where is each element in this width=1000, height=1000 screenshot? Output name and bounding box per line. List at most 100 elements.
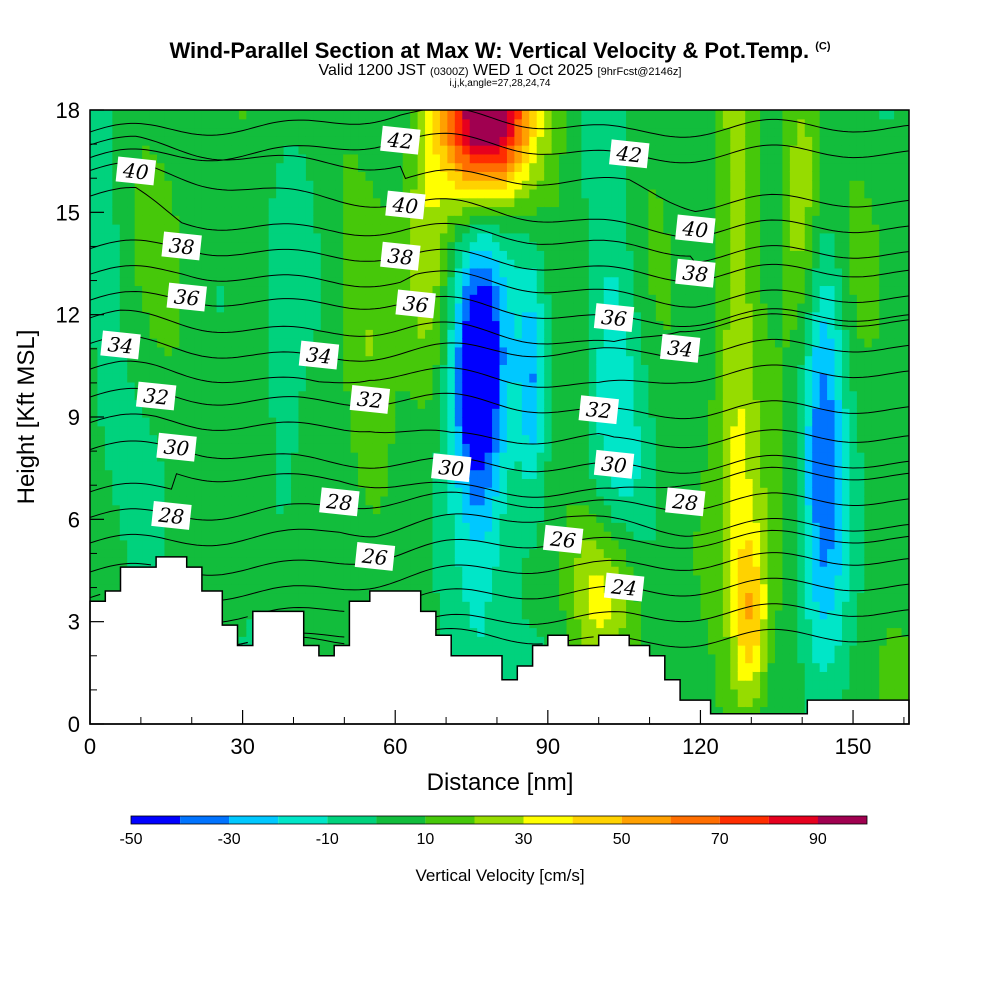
velocity-cell bbox=[97, 311, 106, 322]
velocity-cell bbox=[276, 504, 285, 515]
velocity-cell bbox=[164, 355, 173, 365]
velocity-cell bbox=[536, 425, 545, 436]
velocity-cell bbox=[380, 206, 389, 216]
velocity-cell bbox=[97, 495, 106, 506]
velocity-cell bbox=[536, 110, 545, 120]
velocity-cell bbox=[611, 294, 620, 304]
velocity-cell bbox=[544, 302, 553, 313]
velocity-cell bbox=[142, 241, 151, 251]
velocity-cell bbox=[551, 162, 560, 172]
velocity-cell bbox=[395, 110, 404, 120]
velocity-cell bbox=[484, 478, 493, 488]
velocity-cell bbox=[618, 601, 627, 611]
velocity-cell bbox=[529, 504, 538, 515]
velocity-cell bbox=[104, 136, 113, 146]
velocity-cell bbox=[402, 338, 411, 348]
velocity-cell bbox=[343, 180, 352, 190]
velocity-cell bbox=[506, 566, 515, 576]
velocity-cell bbox=[402, 180, 411, 190]
velocity-cell bbox=[611, 241, 620, 251]
velocity-cell bbox=[238, 188, 247, 199]
velocity-cell bbox=[484, 390, 493, 401]
velocity-cell bbox=[529, 241, 538, 251]
velocity-cell bbox=[283, 495, 292, 506]
velocity-cell bbox=[439, 162, 448, 172]
velocity-cell bbox=[201, 250, 210, 260]
velocity-cell bbox=[335, 197, 344, 208]
velocity-cell bbox=[454, 171, 463, 181]
velocity-cell bbox=[380, 539, 389, 550]
velocity-cell bbox=[104, 285, 113, 295]
velocity-cell bbox=[499, 110, 508, 120]
velocity-cell bbox=[566, 110, 575, 120]
velocity-cell bbox=[596, 171, 605, 181]
velocity-cell bbox=[112, 495, 121, 506]
velocity-cell bbox=[201, 522, 210, 532]
velocity-cell bbox=[611, 118, 620, 129]
velocity-cell bbox=[573, 320, 582, 330]
velocity-cell bbox=[238, 574, 247, 585]
velocity-cell bbox=[581, 232, 590, 243]
velocity-cell bbox=[372, 145, 381, 155]
velocity-cell bbox=[261, 197, 270, 208]
velocity-cell bbox=[328, 645, 337, 655]
velocity-cell bbox=[402, 364, 411, 374]
velocity-cell bbox=[521, 645, 530, 655]
velocity-cell bbox=[499, 417, 508, 427]
velocity-cell bbox=[514, 110, 523, 120]
velocity-cell bbox=[372, 162, 381, 172]
velocity-cell bbox=[350, 259, 359, 269]
velocity-cell bbox=[447, 329, 456, 339]
velocity-cell bbox=[544, 548, 553, 558]
velocity-cell bbox=[447, 531, 456, 541]
velocity-cell bbox=[179, 145, 188, 155]
velocity-cell bbox=[231, 224, 240, 234]
velocity-cell bbox=[499, 539, 508, 550]
velocity-cell bbox=[253, 443, 262, 453]
velocity-cell bbox=[432, 566, 441, 576]
velocity-cell bbox=[283, 539, 292, 550]
velocity-cell bbox=[566, 171, 575, 181]
velocity-cell bbox=[104, 469, 113, 479]
velocity-cell bbox=[536, 557, 545, 567]
velocity-cell bbox=[521, 206, 530, 216]
velocity-cell bbox=[536, 522, 545, 532]
velocity-cell bbox=[179, 399, 188, 409]
velocity-cell bbox=[573, 224, 582, 234]
velocity-cell bbox=[380, 118, 389, 129]
velocity-cell bbox=[469, 215, 478, 225]
velocity-cell bbox=[194, 153, 203, 164]
velocity-cell bbox=[529, 329, 538, 339]
velocity-cell bbox=[157, 206, 166, 216]
velocity-cell bbox=[387, 153, 396, 164]
velocity-cell bbox=[328, 408, 337, 418]
velocity-cell bbox=[194, 355, 203, 365]
velocity-cell bbox=[462, 338, 471, 348]
velocity-cell bbox=[298, 197, 307, 208]
velocity-cell bbox=[276, 136, 285, 146]
velocity-cell bbox=[410, 443, 419, 453]
velocity-cell bbox=[268, 311, 277, 322]
velocity-cell bbox=[276, 364, 285, 374]
velocity-cell bbox=[283, 127, 292, 137]
velocity-cell bbox=[127, 539, 136, 550]
velocity-cell bbox=[439, 399, 448, 409]
velocity-cell bbox=[134, 259, 143, 269]
velocity-cell bbox=[253, 171, 262, 181]
velocity-cell bbox=[186, 259, 195, 269]
velocity-cell bbox=[90, 302, 99, 313]
velocity-cell bbox=[492, 241, 501, 251]
velocity-cell bbox=[291, 153, 300, 164]
velocity-cell bbox=[492, 592, 501, 602]
velocity-cell bbox=[157, 197, 166, 208]
velocity-cell bbox=[492, 531, 501, 541]
velocity-cell bbox=[566, 338, 575, 348]
velocity-cell bbox=[588, 188, 597, 199]
velocity-cell bbox=[514, 224, 523, 234]
velocity-cell bbox=[261, 583, 270, 594]
velocity-cell bbox=[432, 548, 441, 558]
velocity-cell bbox=[425, 250, 434, 260]
velocity-cell bbox=[514, 425, 523, 436]
velocity-cell bbox=[320, 267, 329, 278]
velocity-cell bbox=[127, 355, 136, 365]
